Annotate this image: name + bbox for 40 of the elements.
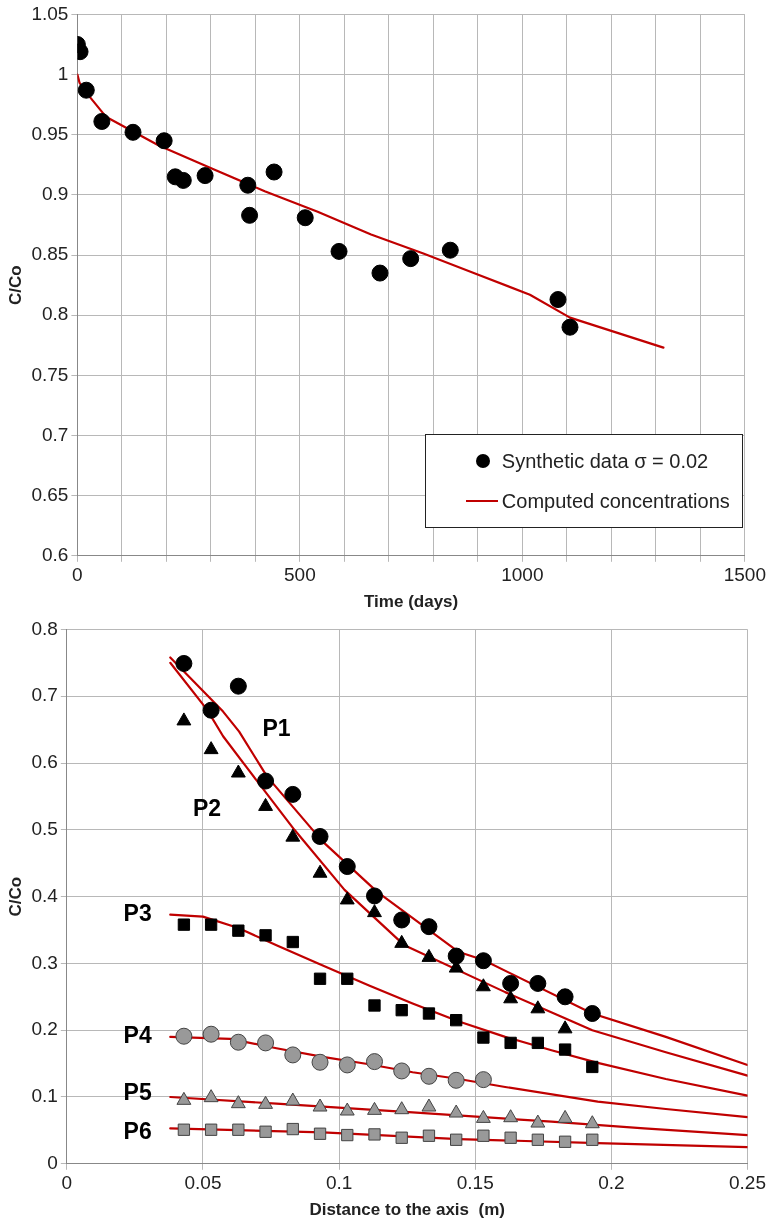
x-tick-label: 0.05 (184, 1172, 222, 1194)
y-tick-label: 0.85 (31, 243, 69, 265)
x-tick-label: 500 (284, 564, 316, 586)
y-tick-label: 0.4 (31, 884, 59, 906)
annotation: P4 (123, 1022, 152, 1049)
y-tick-label: 0.6 (41, 544, 69, 566)
x-tick-label: 0.25 (729, 1172, 766, 1194)
y-tick-label: 0.8 (41, 303, 69, 325)
y-tick-label: 0.75 (31, 363, 69, 385)
x-tick-label: 1500 (723, 564, 767, 586)
y-tick-label: 0.7 (41, 423, 69, 445)
y-tick-label: 0.6 (31, 751, 58, 773)
x-tick-label: 0.15 (456, 1172, 494, 1194)
x-tick-label: 0 (72, 564, 83, 586)
x-tick-label: 0.1 (325, 1172, 353, 1194)
y-axis-title: C/Co (5, 265, 25, 305)
y-tick-label: 0.5 (31, 818, 58, 840)
y-tick-label: 0.3 (31, 951, 58, 973)
y-tick-label: 1 (57, 62, 69, 84)
y-tick-label: 0.65 (31, 483, 69, 505)
annotation: P2 (192, 795, 222, 822)
x-axis-title: Time (days) (364, 592, 459, 612)
y-tick-label: 0 (47, 1152, 58, 1174)
y-tick-label: 0.9 (41, 183, 69, 205)
y-axis-title: C/Co (5, 876, 25, 917)
legend-label: Synthetic data σ = 0.02 (501, 448, 709, 474)
x-tick-label: 0.2 (598, 1172, 625, 1194)
x-tick-label: 1000 (501, 564, 544, 586)
y-tick-label: 0.2 (31, 1018, 58, 1040)
y-tick-label: 1.05 (31, 2, 69, 24)
annotation: P3 (123, 900, 152, 927)
y-tick-label: 0.7 (31, 684, 58, 706)
annotation: P5 (123, 1079, 152, 1106)
annotation: P1 (262, 714, 291, 741)
y-tick-label: 0.1 (31, 1085, 58, 1107)
annotation: P6 (123, 1117, 152, 1144)
y-tick-label: 0.8 (31, 617, 58, 639)
y-tick-label: 0.95 (31, 122, 69, 144)
x-axis-title: Distance to the axis (m) (309, 1200, 505, 1220)
legend-label: Computed concentrations (501, 488, 730, 514)
